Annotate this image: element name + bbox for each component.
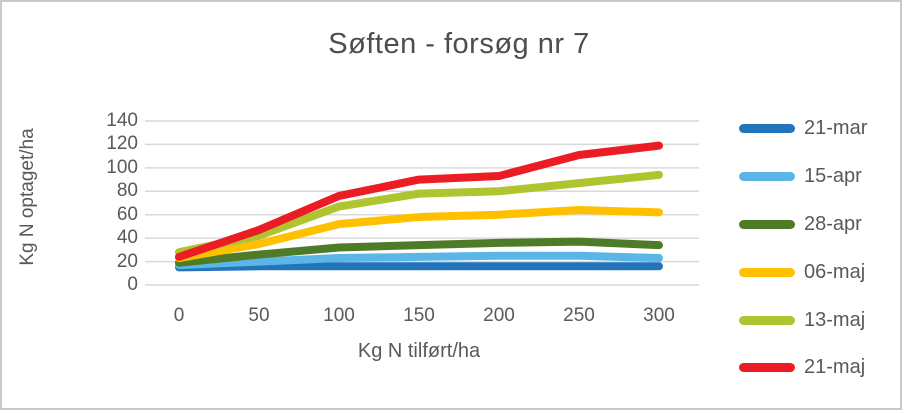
legend-item-21-maj[interactable]: 21-maj [739,344,867,392]
legend-line-swatch [739,363,795,373]
x-tick-label: 150 [403,305,435,326]
legend-item-13-maj[interactable]: 13-maj [739,296,867,344]
legend-line-swatch [739,172,795,182]
y-tick-label: 40 [116,227,138,249]
legend-label: 21-mar [804,117,868,140]
x-tick-label: 300 [643,305,675,326]
series-line-28-apr[interactable] [175,237,663,267]
y-tick-label: 60 [116,203,138,225]
y-tick-label: 80 [116,180,138,202]
x-tick-label: 0 [173,305,185,326]
legend-item-21-mar[interactable]: 21-mar [739,105,867,153]
series-line-21-maj[interactable] [175,141,663,261]
legend-line-swatch [739,267,795,277]
series-line-13-maj[interactable] [175,170,663,257]
y-tick-label: 120 [106,133,138,155]
y-tick-label: 0 [127,274,138,295]
y-tick-label: 20 [116,250,138,272]
x-tick-label: 100 [323,305,355,326]
x-tick-label: 50 [248,305,270,326]
y-axis-title: Kg N optaget/ha [17,128,38,266]
legend-item-06-maj[interactable]: 06-maj [739,248,867,296]
series-line-21-mar[interactable] [175,262,663,272]
legend-label: 15-apr [804,165,862,188]
series-line-15-apr[interactable] [175,251,663,270]
plot-area [145,120,699,286]
y-tick-label: 100 [106,156,138,178]
x-tick-label: 200 [483,305,515,326]
x-axis-title: Kg N tilført/ha [357,340,481,362]
legend-label: 21-maj [804,356,866,379]
legend-label: 06-maj [804,260,866,283]
y-tick-label: 140 [106,110,138,131]
x-tick-label: 250 [563,305,595,326]
series-line-06-maj[interactable] [175,206,663,263]
legend-line-swatch [739,315,795,325]
legend-item-15-apr[interactable]: 15-apr [739,153,867,201]
legend-line-swatch [739,219,795,229]
legend-item-28-apr[interactable]: 28-apr [739,201,867,249]
legend: 21-mar 15-apr 28-apr 06-maj 13-maj 21-maj [739,105,867,392]
legend-label: 28-apr [804,212,862,235]
legend-line-swatch [739,124,795,134]
chart-title: Søften - forsøg nr 7 [328,28,590,60]
legend-label: 13-maj [804,308,866,331]
